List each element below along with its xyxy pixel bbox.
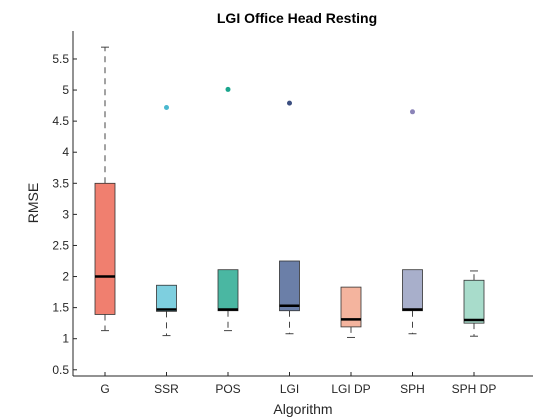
x-tick-label: LGI [280,382,299,396]
y-tick-label: 3.5 [52,176,69,190]
box-group-sph [402,109,423,335]
box-body [156,284,177,312]
outlier-point [225,86,231,92]
box-group-lgi [279,100,300,335]
box-body [402,269,423,312]
outlier-point [287,100,292,106]
y-tick-label: 0.5 [52,363,69,377]
y-tick-label: 5 [62,83,69,97]
x-tick-label: POS [215,382,240,396]
y-tick-label: 3 [62,207,69,221]
box-body [463,279,485,324]
y-tick-label: 4.5 [52,114,69,128]
chart-title: LGI Office Head Resting [217,10,377,26]
axes: 0.5 1 1.5 2 2.5 3 3.5 4 4.5 5 5.5 G SSR POS LGI LGI DP S… [52,31,533,396]
y-tick-label: 2 [62,270,69,284]
y-axis-label: RMSE [25,183,41,223]
outlier-point [164,104,169,110]
box-group-sph-dp [463,270,485,337]
box-body [340,286,362,328]
y-tick-label: 1.5 [52,301,69,315]
x-tick-label: SPH [400,382,425,396]
box-body [217,269,239,312]
x-tick-label: SPH DP [452,382,497,396]
outlier-point [410,109,415,115]
box-group-ssr [156,104,177,337]
box-group-lgi-dp [340,286,362,338]
box-group-g [94,46,116,332]
x-axis-label: Algorithm [273,401,332,417]
x-tick-label: G [100,382,109,396]
y-tick-label: 1 [62,332,69,346]
box-body [279,260,300,312]
y-tick-label: 2.5 [52,238,69,252]
y-tick-label: 4 [62,145,69,159]
box-body [94,182,116,315]
plot-area [94,46,485,338]
box-group-pos [217,86,239,332]
x-tick-label: SSR [154,382,179,396]
x-tick-label: LGI DP [331,382,370,396]
y-tick-label: 5.5 [52,52,69,66]
